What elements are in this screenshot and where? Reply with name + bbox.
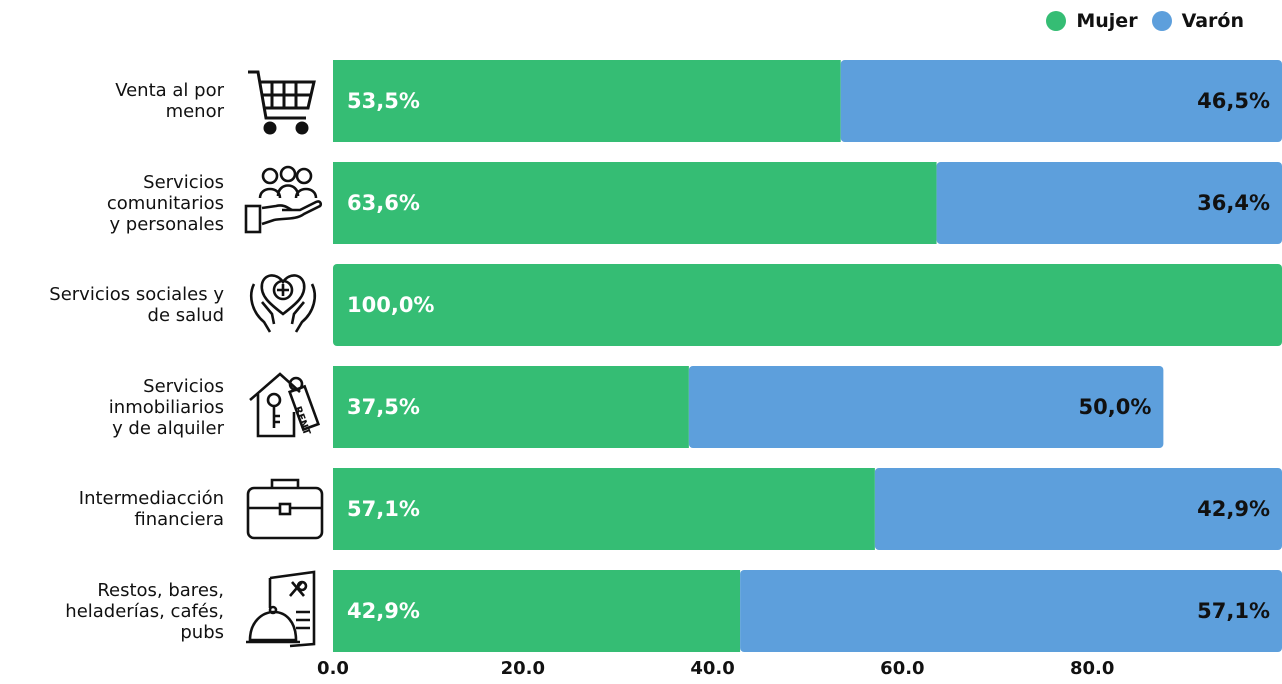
legend-item-mujer: Mujer — [1046, 10, 1138, 32]
x-tick-label-3: 60.0 — [880, 658, 925, 679]
shopping-cart-icon — [248, 70, 316, 135]
legend-swatch-varon — [1151, 11, 1172, 31]
bar-mujer-2 — [333, 264, 1282, 346]
x-tick-label-2: 40.0 — [690, 658, 735, 679]
data-label-mujer-2: 100,0% — [347, 293, 434, 317]
data-label-varon-1: 36,4% — [1197, 191, 1270, 215]
data-label-varon-5: 57,1% — [1197, 599, 1270, 623]
data-label-varon-0: 46,5% — [1197, 89, 1270, 113]
data-label-mujer-4: 57,1% — [347, 497, 420, 521]
bar-varon-5 — [740, 570, 1282, 652]
data-label-mujer-5: 42,9% — [347, 599, 420, 623]
bar-varon-4 — [874, 468, 1282, 550]
category-label-5: Restos, bares, heladerías, cafés, pubs — [65, 579, 224, 643]
bar-mujer-0 — [333, 60, 841, 142]
category-label-3: Servicios inmobiliarios y de alquiler — [108, 375, 224, 439]
legend-label-varon: Varón — [1181, 10, 1244, 32]
bar-varon-0 — [840, 60, 1282, 142]
bar-mujer-1 — [333, 162, 937, 244]
restaurant-menu-icon — [246, 570, 316, 648]
legend-item-varon: Varón — [1151, 10, 1244, 32]
legend-label-mujer: Mujer — [1076, 10, 1138, 32]
x-tick-label-0: 0.0 — [317, 658, 349, 679]
bar-varon-1 — [936, 162, 1282, 244]
bar-mujer-3 — [333, 366, 689, 448]
legend-swatch-mujer — [1046, 11, 1067, 31]
data-label-mujer-1: 63,6% — [347, 191, 420, 215]
data-label-mujer-0: 53,5% — [347, 89, 420, 113]
bar-mujer-5 — [333, 570, 741, 652]
category-label-4: Intermediacción financiera — [78, 488, 224, 530]
x-tick-label-1: 20.0 — [500, 658, 545, 679]
data-label-varon-3: 50,0% — [1079, 395, 1152, 419]
bar-mujer-4 — [333, 468, 875, 550]
rental-house-key-icon: RENT — [249, 372, 321, 438]
data-label-varon-4: 42,9% — [1197, 497, 1270, 521]
category-label-0: Venta al por menor — [115, 80, 224, 122]
x-tick-label-4: 80.0 — [1069, 658, 1115, 679]
briefcase-icon — [246, 478, 324, 540]
health-care-hands-icon — [250, 274, 316, 333]
community-hand-icon — [244, 165, 323, 234]
bar-varon-3 — [688, 366, 1164, 448]
category-label-2: Servicios sociales y de salud — [49, 284, 224, 326]
data-label-mujer-3: 37,5% — [347, 395, 420, 419]
legend: Mujer Varón — [1046, 10, 1244, 32]
category-label-1: Servicios comunitarios y personales — [106, 171, 224, 235]
